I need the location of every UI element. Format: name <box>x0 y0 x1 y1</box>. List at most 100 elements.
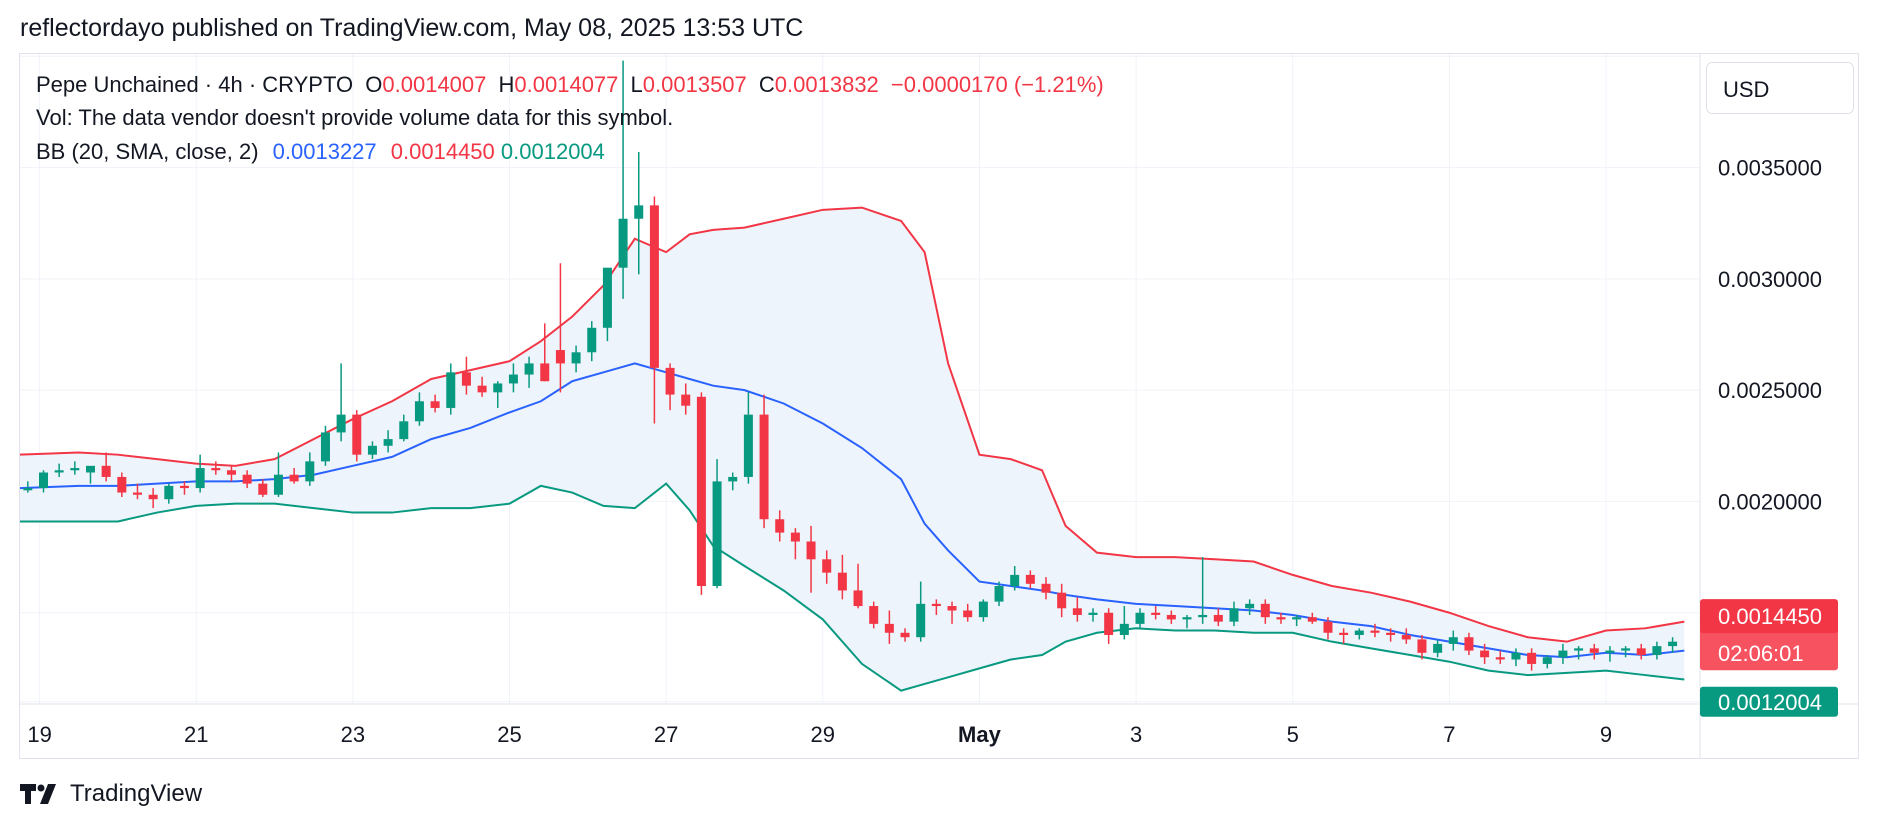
lower-band-tag-label: 0.0012004 <box>1718 690 1822 715</box>
candle-body <box>132 492 142 495</box>
candle-body <box>1480 650 1490 658</box>
candle-body <box>1386 632 1396 635</box>
candle-body <box>1025 574 1035 584</box>
footer-brand[interactable]: TradingView <box>20 780 202 808</box>
upper-band-tag-bg <box>1700 599 1838 634</box>
candle-body <box>634 205 644 219</box>
candle-body <box>947 606 957 611</box>
candle-body <box>524 363 534 375</box>
tradingview-logo-icon <box>20 784 56 804</box>
candle-body <box>70 468 80 471</box>
bb-basis-line <box>19 362 1685 659</box>
bb-legend: BB (20, SMA, close, 2) 0.0013227 0.00144… <box>36 139 605 165</box>
candle-body <box>1354 630 1364 635</box>
time-tick-label: 27 <box>654 722 678 747</box>
volume-legend: Vol: The data vendor doesn't provide vol… <box>36 105 674 130</box>
candle-body <box>148 494 158 500</box>
grid-lines <box>20 54 1858 758</box>
candle-body <box>1307 617 1317 622</box>
candle-body <box>54 470 64 473</box>
candle-body <box>430 401 440 408</box>
candle-body <box>320 432 330 462</box>
candle-body <box>1229 608 1239 622</box>
candle-body <box>164 485 174 500</box>
close-label: C <box>758 72 775 97</box>
candle-body <box>1166 614 1176 620</box>
price-tick-label: 0.0025000 <box>1718 378 1822 403</box>
time-tick-label: 7 <box>1443 722 1455 747</box>
candle-body <box>38 472 48 489</box>
candle-body <box>1104 612 1114 635</box>
candle-body <box>383 439 393 446</box>
bb-lower-line <box>20 482 1685 692</box>
candle-body <box>493 383 503 393</box>
candle-body <box>994 586 1004 602</box>
candle-body <box>211 468 221 471</box>
bb-fill <box>20 207 1685 691</box>
candle-body <box>837 572 847 591</box>
candle-body <box>1213 614 1223 622</box>
candle-body <box>712 481 722 587</box>
candle-body <box>1495 657 1505 660</box>
candle-body <box>195 468 205 489</box>
chart-frame <box>19 53 1859 759</box>
candle-body <box>226 470 236 475</box>
candle-body <box>414 401 424 422</box>
open-label: O <box>365 72 383 97</box>
candle-body <box>1417 639 1427 653</box>
bb-upper-value: 0.0014450 <box>390 139 495 164</box>
candle-body <box>884 623 894 633</box>
candle-body <box>85 465 95 473</box>
candle-body <box>1542 657 1552 664</box>
candle-body <box>571 352 581 364</box>
candle-body <box>508 374 518 384</box>
candle-body <box>289 474 299 482</box>
candle-body <box>1511 652 1521 660</box>
candle-body <box>1339 632 1349 635</box>
low-label: L <box>630 72 643 97</box>
candle-body <box>1072 608 1082 615</box>
candle-body <box>1652 646 1662 656</box>
candle-body <box>681 394 691 406</box>
candle-body <box>900 632 910 638</box>
currency-button[interactable]: USD <box>1706 62 1854 114</box>
time-tick-label: 29 <box>811 722 835 747</box>
candle-body <box>540 363 550 382</box>
time-tick-label: May <box>958 722 1002 747</box>
low-value: 0.0013507 <box>642 72 747 97</box>
candle-body <box>101 465 111 477</box>
candle-body <box>853 590 863 607</box>
candle-body <box>775 519 785 533</box>
candle-body <box>555 350 565 364</box>
symbol-info[interactable]: Pepe Unchained · 4h · CRYPTO <box>36 72 354 97</box>
candle-body <box>587 327 597 353</box>
candle-body <box>1574 648 1584 651</box>
candle-body <box>1621 648 1631 651</box>
candle-body <box>1323 621 1333 633</box>
candle-body <box>1527 652 1537 664</box>
candle-body <box>1464 637 1474 651</box>
candle-body <box>978 601 988 618</box>
candle-body <box>1245 603 1255 609</box>
candle-body <box>1260 603 1270 618</box>
high-label: H <box>498 72 515 97</box>
bb-label[interactable]: BB (20, SMA, close, 2) <box>36 139 259 164</box>
candle-body <box>446 372 456 408</box>
candle-body <box>336 414 346 433</box>
price-tick-label: 0.0035000 <box>1718 156 1822 181</box>
candle-body <box>602 267 612 328</box>
candle-body <box>759 414 769 520</box>
candle-body <box>1636 648 1646 656</box>
price-tags: 0.00120040.00132270.001383202:06:010.001… <box>1700 599 1838 717</box>
candle-body <box>1088 612 1098 615</box>
candle-body <box>1401 634 1411 640</box>
candle-body <box>618 218 628 268</box>
candle-body <box>822 559 832 573</box>
candle-body <box>1605 650 1615 653</box>
candle-body <box>1182 617 1192 620</box>
candle-body <box>1010 574 1020 587</box>
close-value: 0.0013832 <box>774 72 879 97</box>
candle-body <box>242 474 252 484</box>
candle-body <box>963 610 973 618</box>
